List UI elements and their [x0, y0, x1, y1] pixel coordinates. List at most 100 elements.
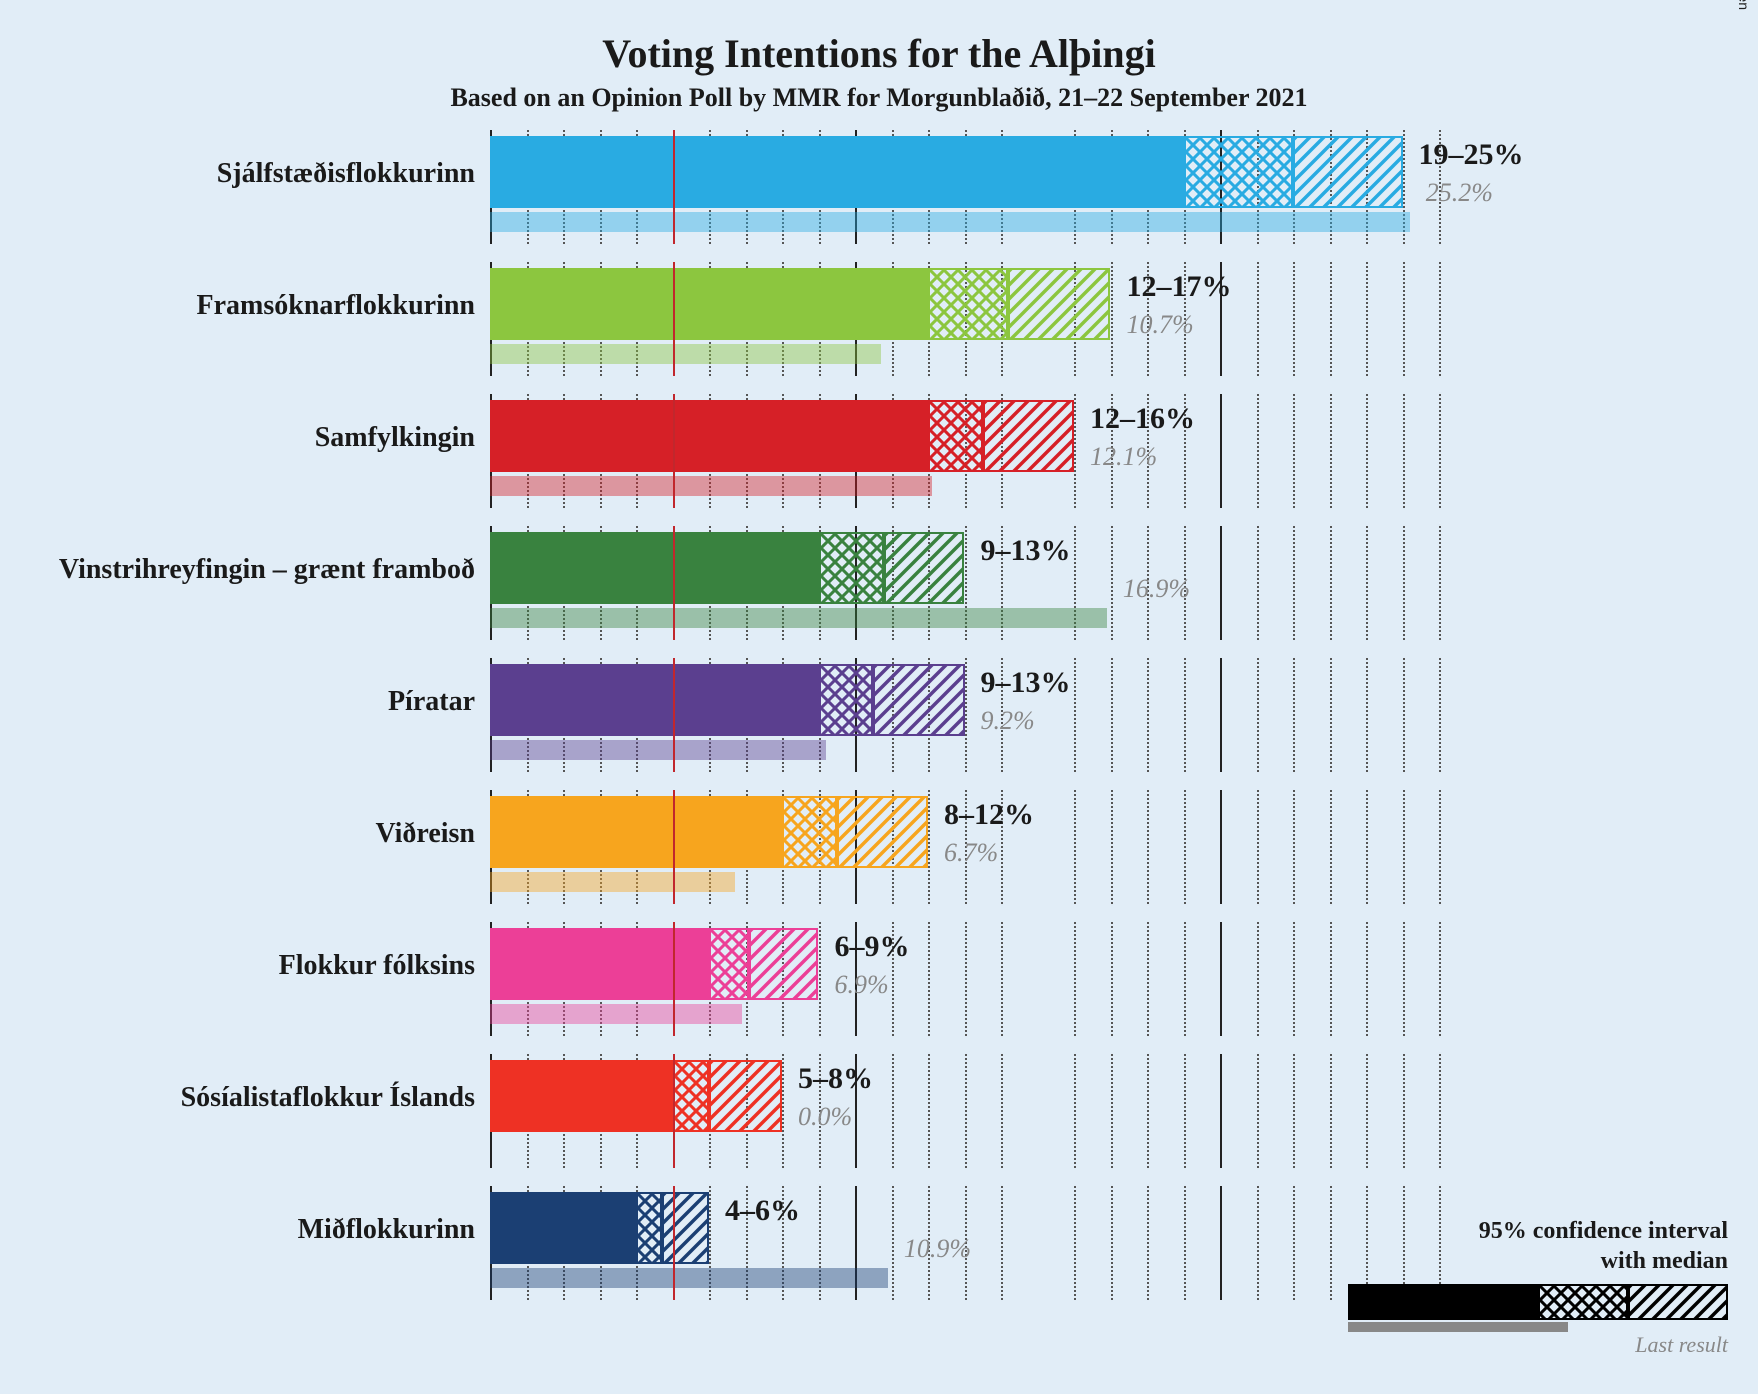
gridline-major [1220, 922, 1222, 1036]
gridline-minor [1257, 394, 1259, 508]
threshold-line [673, 394, 675, 508]
legend-ci-inner [1538, 1284, 1628, 1320]
gridline-minor [1184, 1186, 1186, 1300]
gridline-minor [1330, 1054, 1332, 1168]
party-row: Framsóknarflokkurinn12–17%10.7% [490, 262, 1490, 394]
gridline-minor [1293, 790, 1295, 904]
legend: 95% confidence interval with median Last… [1348, 1216, 1728, 1334]
party-row: Samfylkingin12–16%12.1% [490, 394, 1490, 526]
gridline-minor [1001, 922, 1003, 1036]
bar-ci-inner [782, 796, 837, 868]
bar-solid [490, 400, 928, 472]
gridline-minor [1403, 394, 1405, 508]
last-result-label: 10.9% [904, 1234, 971, 1264]
bar-ci-inner [673, 1060, 710, 1132]
gridline-minor [1111, 1186, 1113, 1300]
bar-last-result [490, 1268, 888, 1288]
gridline-minor [1001, 1054, 1003, 1168]
gridline-minor [1293, 526, 1295, 640]
party-label: Vinstrihreyfingin – grænt framboð [59, 554, 475, 586]
bar-ci-inner [819, 664, 874, 736]
gridline-minor [1257, 262, 1259, 376]
gridline-minor [1147, 1054, 1149, 1168]
legend-title-line1: 95% confidence interval [1479, 1218, 1728, 1244]
gridline-minor [965, 658, 967, 772]
party-label: Framsóknarflokkurinn [197, 290, 476, 322]
bar-ci-inner [928, 400, 983, 472]
bar-ci-inner [636, 1192, 662, 1264]
gridline-minor [1111, 790, 1113, 904]
gridline-minor [1439, 394, 1441, 508]
threshold-line [673, 262, 675, 376]
gridline-minor [1439, 790, 1441, 904]
threshold-line [673, 1186, 675, 1300]
party-row: Flokkur fólksins6–9%6.9% [490, 922, 1490, 1054]
bar-last-result [490, 872, 735, 892]
bar-solid [490, 1060, 673, 1132]
gridline-minor [1257, 526, 1259, 640]
bar-ci-inner [709, 928, 749, 1000]
chart-title: Voting Intentions for the Alþingi [0, 0, 1758, 77]
gridline-minor [1184, 922, 1186, 1036]
gridline-minor [1403, 1054, 1405, 1168]
gridline-minor [1293, 922, 1295, 1036]
party-row: Sósíalistaflokkur Íslands5–8%0.0% [490, 1054, 1490, 1186]
threshold-line [673, 922, 675, 1036]
last-result-label: 10.7% [1127, 310, 1194, 340]
gridline-minor [1293, 394, 1295, 508]
bar-ci-outer [1293, 136, 1403, 208]
bar-last-result [490, 740, 826, 760]
legend-title: 95% confidence interval with median [1348, 1216, 1728, 1276]
gridline-minor [1257, 1186, 1259, 1300]
gridline-minor [1330, 658, 1332, 772]
chart-subtitle: Based on an Opinion Poll by MMR for Morg… [0, 83, 1758, 113]
range-label: 9–13% [981, 666, 1071, 700]
range-label: 4–6% [725, 1194, 800, 1228]
gridline-minor [1366, 394, 1368, 508]
last-result-label: 12.1% [1090, 442, 1157, 472]
threshold-line [673, 790, 675, 904]
gridline-minor [965, 1054, 967, 1168]
gridline-minor [1147, 1186, 1149, 1300]
gridline-minor [1403, 262, 1405, 376]
copyright-text: © 2021 Filip van Laenen [1736, 0, 1752, 10]
gridline-minor [1366, 790, 1368, 904]
legend-ci-outer [1628, 1284, 1728, 1320]
party-label: Sósíalistaflokkur Íslands [181, 1082, 475, 1114]
bar-last-result [490, 1004, 742, 1024]
bar-ci-outer [837, 796, 928, 868]
legend-solid-segment [1348, 1284, 1538, 1320]
range-label: 6–9% [835, 930, 910, 964]
last-result-label: 6.9% [835, 970, 889, 1000]
gridline-minor [1439, 262, 1441, 376]
chart-area: Sjálfstæðisflokkurinn19–25%25.2%Framsókn… [490, 130, 1490, 1330]
party-label: Píratar [388, 686, 475, 718]
bar-ci-inner [819, 532, 885, 604]
gridline-minor [1147, 658, 1149, 772]
bar-solid [490, 1192, 636, 1264]
gridline-minor [1074, 1186, 1076, 1300]
gridline-minor [928, 1054, 930, 1168]
range-label: 12–17% [1127, 270, 1232, 304]
gridline-minor [1366, 922, 1368, 1036]
last-result-label: 6.7% [944, 838, 998, 868]
party-row: Miðflokkurinn4–6%10.9% [490, 1186, 1490, 1318]
last-result-label: 9.2% [981, 706, 1035, 736]
gridline-minor [1330, 262, 1332, 376]
gridline-minor [1111, 262, 1113, 376]
party-row: Viðreisn8–12%6.7% [490, 790, 1490, 922]
range-label: 9–13% [981, 534, 1071, 568]
gridline-minor [1257, 790, 1259, 904]
party-label: Flokkur fólksins [279, 950, 475, 982]
gridline-minor [782, 1054, 784, 1168]
legend-last-bar [1348, 1322, 1568, 1332]
gridline-minor [1439, 658, 1441, 772]
gridline-minor [1366, 1054, 1368, 1168]
gridline-minor [1257, 658, 1259, 772]
gridline-minor [928, 790, 930, 904]
bar-ci-inner [928, 268, 1008, 340]
gridline-minor [1403, 790, 1405, 904]
legend-bar: Last result [1348, 1284, 1728, 1334]
threshold-line [673, 130, 675, 244]
bar-solid [490, 268, 928, 340]
